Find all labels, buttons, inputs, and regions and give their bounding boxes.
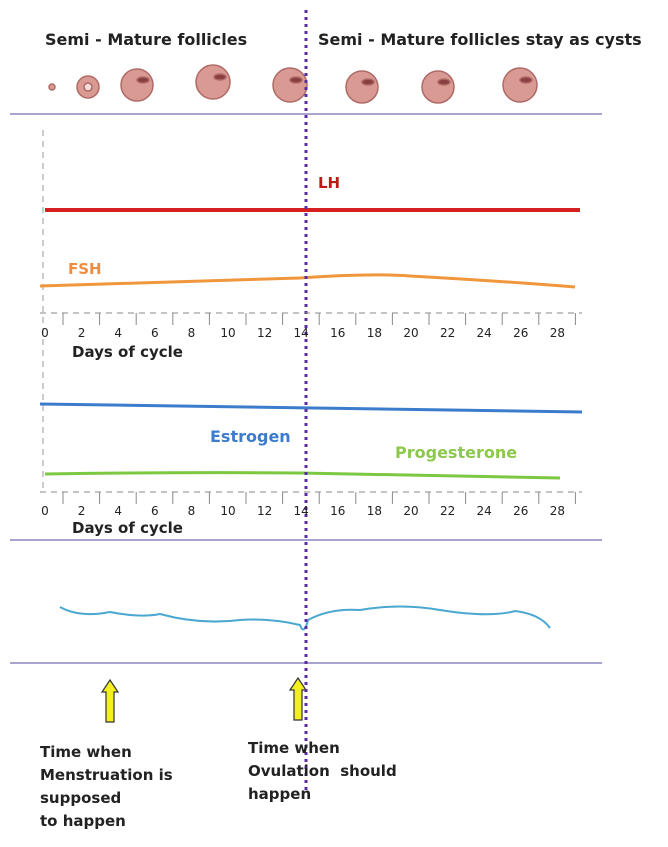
header-right: Semi - Mature follicles stay as cysts [318, 30, 642, 49]
estrogen-line [40, 404, 582, 412]
tick-label: 28 [550, 326, 565, 340]
estrogen-label: Estrogen [210, 427, 291, 446]
tick-label: 0 [41, 504, 49, 518]
tick-label: 8 [188, 504, 196, 518]
tick-label: 6 [151, 504, 159, 518]
lh-label: LH [318, 174, 340, 192]
tick-label: 10 [220, 504, 235, 518]
tick-label: 16 [330, 504, 345, 518]
note-line: to happen [40, 812, 126, 830]
tick-label: 26 [513, 326, 528, 340]
arrows [102, 678, 306, 722]
tick-label: 14 [294, 504, 309, 518]
axis-title: Days of cycle [72, 343, 183, 361]
tick-label: 12 [257, 326, 272, 340]
note-line: Time when [40, 743, 132, 761]
tick-label: 26 [513, 504, 528, 518]
tick-label: 16 [330, 326, 345, 340]
follicles [49, 65, 537, 103]
tick-label: 28 [550, 504, 565, 518]
tick-label: 22 [440, 504, 455, 518]
diagram: Semi - Mature follicles Semi - Mature fo… [0, 0, 668, 843]
tick-label: 14 [294, 326, 309, 340]
note-line: Time when [248, 739, 340, 757]
note-line: Menstruation is [40, 766, 173, 784]
tick-label: 8 [188, 326, 196, 340]
tick-label: 0 [41, 326, 49, 340]
tick-label: 20 [403, 326, 418, 340]
tick-label: 18 [367, 504, 382, 518]
tick-label: 4 [114, 326, 122, 340]
tick-label: 2 [78, 326, 86, 340]
tick-label: 10 [220, 326, 235, 340]
tick-label: 12 [257, 504, 272, 518]
tick-label: 2 [78, 504, 86, 518]
fsh-label: FSH [68, 260, 102, 278]
tick-label: 22 [440, 326, 455, 340]
tick-label: 18 [367, 326, 382, 340]
tick-label: 6 [151, 326, 159, 340]
progesterone-label: Progesterone [395, 443, 517, 462]
tick-label: 4 [114, 504, 122, 518]
tick-label: 20 [403, 504, 418, 518]
note-line: supposed [40, 789, 121, 807]
progesterone-line [45, 473, 560, 478]
header-left: Semi - Mature follicles [45, 30, 247, 49]
axis-title: Days of cycle [72, 519, 183, 537]
note-line: happen [248, 785, 311, 803]
note-line: Ovulation should [248, 762, 397, 780]
tick-label: 24 [477, 326, 492, 340]
tick-label: 24 [477, 504, 492, 518]
